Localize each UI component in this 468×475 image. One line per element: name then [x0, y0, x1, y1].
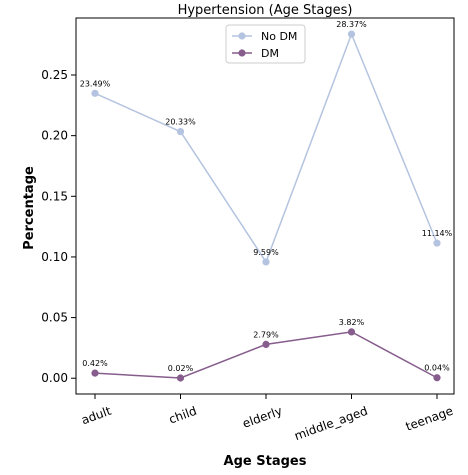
legend-label-no-dm: No DM: [261, 30, 297, 43]
data-label-dm: 3.82%: [339, 318, 365, 327]
x-axis-label: Age Stages: [224, 454, 307, 469]
y-axis: 0.00 0.05 0.10 0.15 0.20 0.25: [41, 68, 76, 385]
y-axis-label: Percentage: [22, 166, 37, 250]
data-label-no-dm: 9.59%: [253, 248, 279, 257]
legend: No DM DM: [225, 24, 306, 64]
legend-marker-no-dm: [238, 32, 246, 40]
data-point-no-dm: [262, 258, 270, 266]
data-point-dm: [433, 374, 441, 382]
data-point-dm: [347, 328, 356, 336]
data-label-no-dm: 11.14%: [422, 229, 453, 238]
data-label-dm: 0.02%: [168, 364, 194, 373]
series-layer: [91, 30, 441, 382]
series-line-no-dm: [94, 32, 438, 264]
y-tick-label: 0.20: [41, 129, 68, 143]
plot-area-frame: [75, 17, 455, 395]
data-point-dm: [262, 340, 270, 348]
y-tick-label: 0.10: [41, 250, 68, 264]
data-point-dm: [91, 369, 99, 377]
x-axis: adult child elderly middle_aged teenage: [79, 394, 455, 443]
data-label-no-dm: 20.33%: [165, 118, 196, 127]
data-label-dm: 0.42%: [82, 359, 108, 368]
legend-label-dm: DM: [261, 47, 279, 60]
data-point-no-dm: [347, 30, 356, 38]
x-tick-label: middle_aged: [292, 404, 369, 443]
data-label-no-dm: 28.37%: [336, 20, 367, 29]
data-point-no-dm: [91, 89, 99, 97]
data-label-dm: 2.79%: [253, 330, 279, 339]
data-label-no-dm: 23.49%: [80, 79, 111, 88]
x-tick-label: adult: [79, 404, 113, 428]
data-point-no-dm: [433, 239, 441, 247]
y-tick-label: 0.00: [41, 371, 68, 385]
data-labels: 23.49% 20.33% 9.59% 28.37% 11.14% 0.42% 0.02% 2…: [80, 20, 453, 373]
y-tick-label: 0.25: [41, 68, 68, 82]
x-tick-label: teenage: [404, 404, 455, 434]
data-point-dm: [176, 374, 185, 382]
x-tick-label: elderly: [241, 404, 284, 431]
y-tick-label: 0.05: [41, 311, 68, 325]
y-tick-label: 0.15: [41, 189, 68, 203]
data-label-dm: 0.04%: [424, 364, 450, 373]
x-tick-label: child: [167, 404, 199, 427]
data-point-no-dm: [176, 128, 185, 136]
chart-title: Hypertension (Age Stages): [178, 3, 353, 18]
legend-marker-dm: [238, 49, 246, 57]
